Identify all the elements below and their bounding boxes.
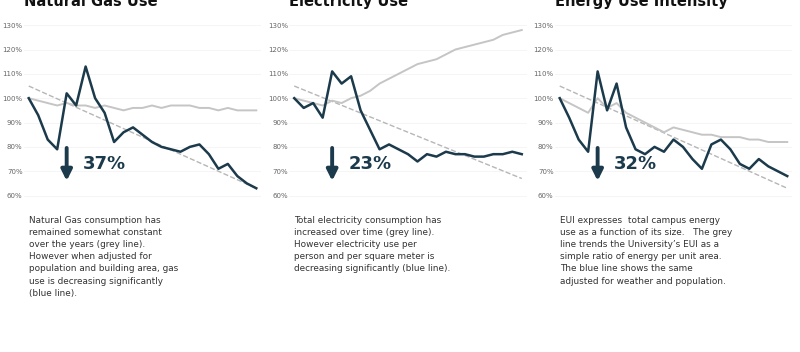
Text: Natural Gas consumption has
remained somewhat constant
over the years (grey line: Natural Gas consumption has remained som… [29, 216, 178, 298]
Text: EUI expresses  total campus energy
use as a function of its size.   The grey
lin: EUI expresses total campus energy use as… [560, 216, 732, 285]
Text: Total electricity consumption has
increased over time (grey line).
However elect: Total electricity consumption has increa… [294, 216, 450, 274]
Text: 32%: 32% [614, 155, 658, 174]
Text: 37%: 37% [83, 155, 126, 174]
Text: Natural Gas Use: Natural Gas Use [24, 0, 158, 10]
Text: Electricity Use: Electricity Use [290, 0, 409, 10]
Text: 23%: 23% [349, 155, 392, 174]
Text: Energy Use Intensity: Energy Use Intensity [555, 0, 728, 10]
